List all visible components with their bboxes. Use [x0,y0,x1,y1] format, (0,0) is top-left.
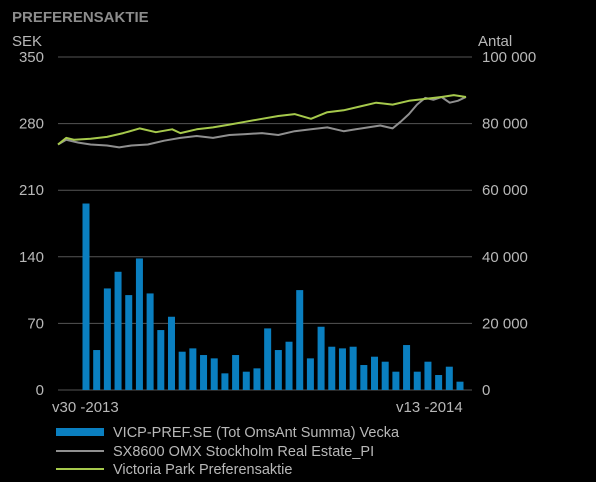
legend-swatch-bar [56,428,104,436]
right-tick-label: 20 000 [482,315,528,332]
bar [125,295,133,390]
bar [103,288,111,390]
left-tick-label: 70 [27,315,44,332]
bar [253,368,261,390]
bar [381,361,389,390]
bar [221,373,229,390]
left-tick-label: 0 [36,382,44,399]
bar [296,290,304,390]
bar [93,350,101,390]
bar [157,330,165,390]
right-axis-label: Antal [478,33,512,50]
bar [360,365,368,390]
left-tick-label: 280 [19,116,44,133]
x-label-end: v13 -2014 [396,399,463,416]
right-tick-label: 100 000 [482,49,536,66]
left-axis-label: SEK [12,33,42,50]
bar [178,351,186,390]
right-tick-label: 80 000 [482,116,528,133]
series-line [57,96,467,149]
bar [264,328,272,390]
legend: VICP-PREF.SE (Tot OmsAnt Summa) Vecka SX8… [56,425,400,478]
bar [317,326,325,390]
bar [328,346,336,390]
bar [242,371,250,390]
bar [146,293,154,390]
bar [403,345,411,390]
bar [349,346,357,390]
legend-label: Victoria Park Preferensaktie [113,462,292,478]
bar [392,371,400,390]
bar [445,366,453,390]
bar [424,361,432,390]
line-series [57,94,467,149]
chart-title: PREFERENSAKTIE [12,9,149,26]
bar [82,203,90,390]
bar [338,348,346,390]
x-label-start: v30 -2013 [52,399,119,416]
bar [285,341,293,390]
left-tick-label: 210 [19,182,44,199]
left-tick-label: 350 [19,49,44,66]
bar [413,371,421,390]
right-tick-label: 60 000 [482,182,528,199]
bar [456,381,464,390]
bar-series [82,203,464,390]
bar [167,316,175,390]
bar [189,348,197,390]
left-tick-label: 140 [19,249,44,266]
bar [135,258,143,390]
bar [274,350,282,390]
right-tick-label: 0 [482,382,490,399]
bar [371,356,379,390]
tick-labels: 350 100 000 280 80 000 210 60 000 140 40 000 70 2… [19,49,536,399]
legend-label: SX8600 OMX Stockholm Real Estate_PI [113,444,374,460]
bar [114,271,122,390]
bar [306,358,314,390]
bar [200,355,208,390]
legend-label: VICP-PREF.SE (Tot OmsAnt Summa) Vecka [113,425,400,441]
right-tick-label: 40 000 [482,249,528,266]
bar [210,358,218,390]
bar [435,375,443,390]
bar [232,355,240,390]
series-line [57,94,467,146]
